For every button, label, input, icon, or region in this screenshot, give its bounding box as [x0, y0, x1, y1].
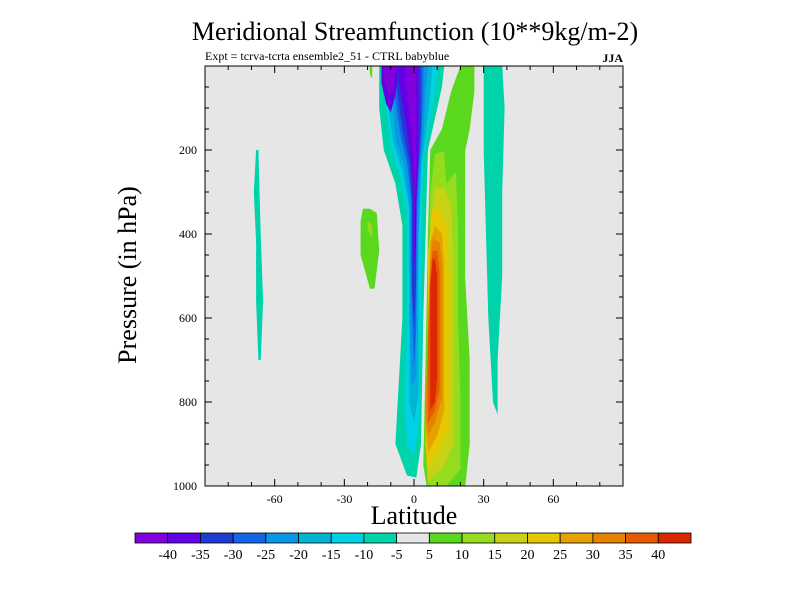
colorbar-swatch	[428, 532, 463, 544]
colorbar-swatch	[200, 532, 234, 544]
colorbar-label: 30	[586, 548, 600, 563]
x-tick-label: 30	[478, 492, 490, 506]
colorbar-swatch	[494, 532, 528, 544]
season-label: JJA	[602, 51, 623, 65]
colorbar-swatch	[657, 532, 692, 544]
colorbar-label: -25	[256, 548, 275, 563]
chart-subtitle: Expt = tcrva-tcrta ensemble2_51 - CTRL b…	[205, 49, 449, 63]
colorbar-label: 35	[619, 548, 633, 563]
region-top-green-nub	[369, 66, 373, 79]
colorbar-swatch	[592, 532, 626, 544]
region-upper-right-green	[441, 66, 475, 184]
chart-title: Meridional Streamfunction (10**9kg/m-2)	[192, 17, 638, 46]
x-axis: -60 -30 0 30 60	[227, 66, 601, 506]
x-tick-label: 60	[547, 492, 559, 506]
colorbar-label: -30	[224, 548, 243, 563]
colorbar-label: -40	[158, 548, 177, 563]
colorbar-swatch	[134, 532, 169, 544]
colorbar-swatch	[298, 532, 332, 544]
colorbar-swatch	[265, 532, 299, 544]
colorbar-label: -10	[355, 548, 374, 563]
y-tick-label: 800	[179, 395, 197, 409]
colorbar-swatch	[625, 532, 659, 544]
y-tick-label: 200	[179, 143, 197, 157]
colorbar-swatch	[363, 532, 398, 544]
colorbar-label: 40	[651, 548, 665, 563]
colorbar-label: -35	[191, 548, 210, 563]
colorbar-label: 25	[553, 548, 567, 563]
colorbar-label: 20	[520, 548, 534, 563]
colorbar-swatch	[330, 532, 365, 544]
region-left-green-patch	[360, 208, 380, 289]
contour-regions	[253, 66, 505, 486]
colorbar-label: -15	[322, 548, 341, 563]
x-axis-label: Latitude	[371, 501, 458, 530]
region-negative-upper-left-40	[383, 66, 396, 96]
region-positive-cell-40	[430, 259, 438, 411]
y-tick-label: 1000	[173, 479, 197, 493]
colorbar-swatch	[527, 532, 561, 544]
colorbar-swatch	[232, 532, 267, 544]
y-tick-label: 600	[179, 311, 197, 325]
colorbar-label: 15	[488, 548, 502, 563]
region-negative-core-40	[404, 66, 417, 218]
region-left-green-patch-inner	[367, 221, 373, 239]
x-tick-label: -30	[336, 492, 352, 506]
region-right-teal-band	[483, 66, 505, 415]
y-axis-label: Pressure (in hPa)	[113, 186, 142, 364]
colorbar-label: -5	[391, 548, 403, 563]
colorbar-label: 10	[455, 548, 469, 563]
chart-title-group: Meridional Streamfunction (10**9kg/m-2) …	[192, 17, 638, 65]
colorbar-label: -20	[289, 548, 308, 563]
x-tick-label: -60	[267, 492, 283, 506]
y-axis: 200 400 600 800 1000	[173, 86, 623, 493]
colorbar: -40 -35 -30 -25 -20 -15 -10 -5 5 10 15 20 25 30 35 40	[134, 532, 692, 563]
y-tick-label: 400	[179, 227, 197, 241]
x-tick-label: 0	[411, 492, 417, 506]
colorbar-swatch	[461, 532, 496, 544]
colorbar-swatch	[559, 532, 594, 544]
region-left-teal-strip	[253, 150, 264, 360]
colorbar-swatch	[396, 532, 430, 544]
colorbar-label: 5	[426, 548, 433, 563]
colorbar-swatch	[167, 532, 201, 544]
